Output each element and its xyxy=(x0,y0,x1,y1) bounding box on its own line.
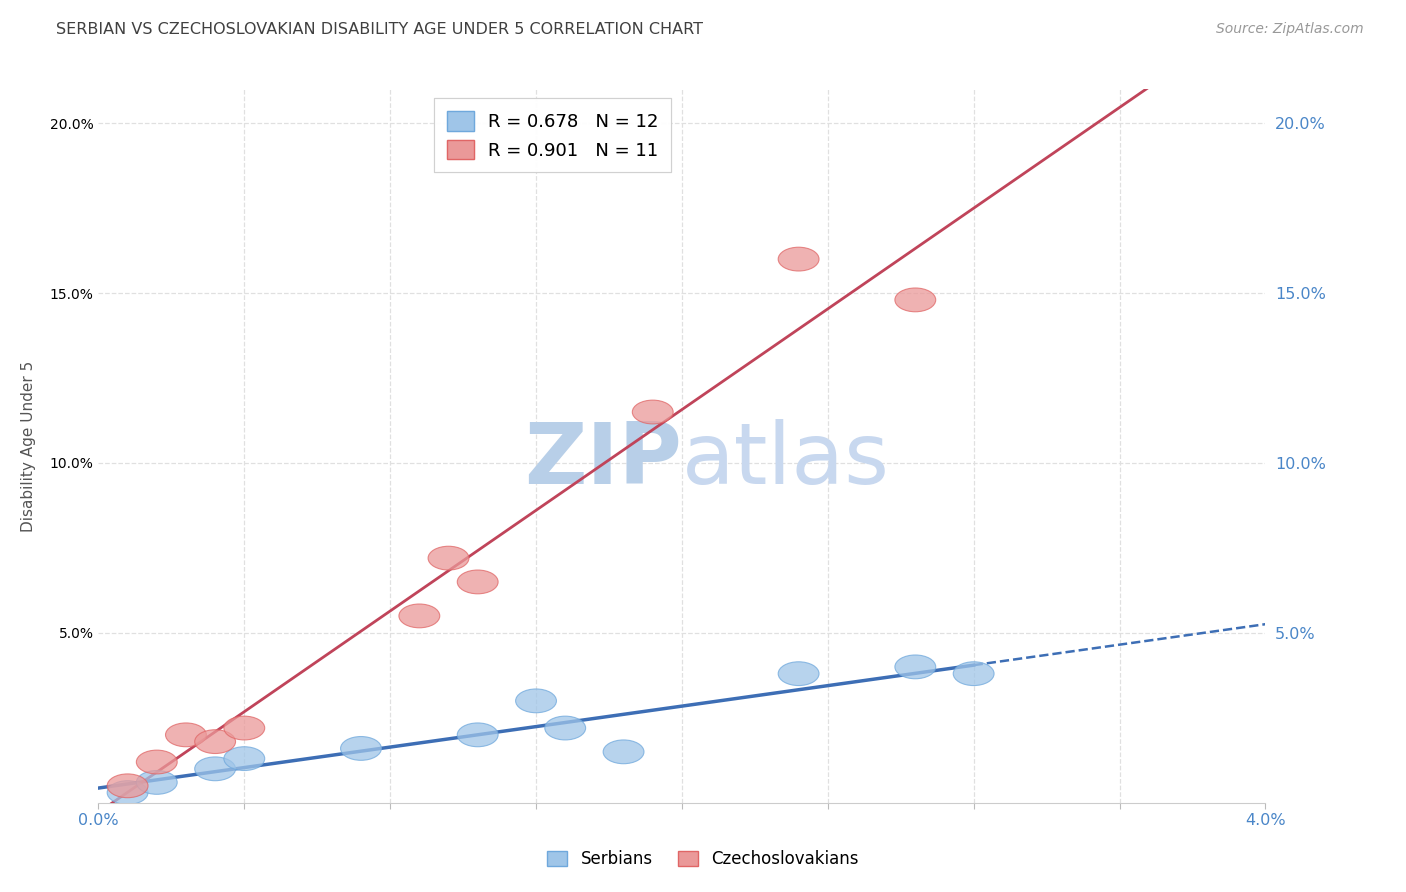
Text: Source: ZipAtlas.com: Source: ZipAtlas.com xyxy=(1216,22,1364,37)
Ellipse shape xyxy=(194,757,236,780)
Text: atlas: atlas xyxy=(682,418,890,502)
Ellipse shape xyxy=(603,740,644,764)
Ellipse shape xyxy=(778,662,820,686)
Ellipse shape xyxy=(107,780,148,805)
Legend: Serbians, Czechoslovakians: Serbians, Czechoslovakians xyxy=(541,844,865,875)
Y-axis label: Disability Age Under 5: Disability Age Under 5 xyxy=(21,360,35,532)
Text: SERBIAN VS CZECHOSLOVAKIAN DISABILITY AGE UNDER 5 CORRELATION CHART: SERBIAN VS CZECHOSLOVAKIAN DISABILITY AG… xyxy=(56,22,703,37)
Ellipse shape xyxy=(224,716,264,740)
Ellipse shape xyxy=(166,723,207,747)
Ellipse shape xyxy=(399,604,440,628)
Ellipse shape xyxy=(107,774,148,797)
Legend: R = 0.678   N = 12, R = 0.901   N = 11: R = 0.678 N = 12, R = 0.901 N = 11 xyxy=(434,98,672,172)
Ellipse shape xyxy=(457,570,498,594)
Ellipse shape xyxy=(224,747,264,771)
Ellipse shape xyxy=(894,288,936,312)
Ellipse shape xyxy=(778,247,820,271)
Ellipse shape xyxy=(516,689,557,713)
Ellipse shape xyxy=(136,750,177,774)
Text: ZIP: ZIP xyxy=(524,418,682,502)
Ellipse shape xyxy=(136,771,177,794)
Ellipse shape xyxy=(953,662,994,686)
Ellipse shape xyxy=(544,716,586,740)
Ellipse shape xyxy=(633,401,673,424)
Ellipse shape xyxy=(194,730,236,754)
Ellipse shape xyxy=(457,723,498,747)
Ellipse shape xyxy=(894,655,936,679)
Ellipse shape xyxy=(427,546,470,570)
Ellipse shape xyxy=(340,737,381,760)
